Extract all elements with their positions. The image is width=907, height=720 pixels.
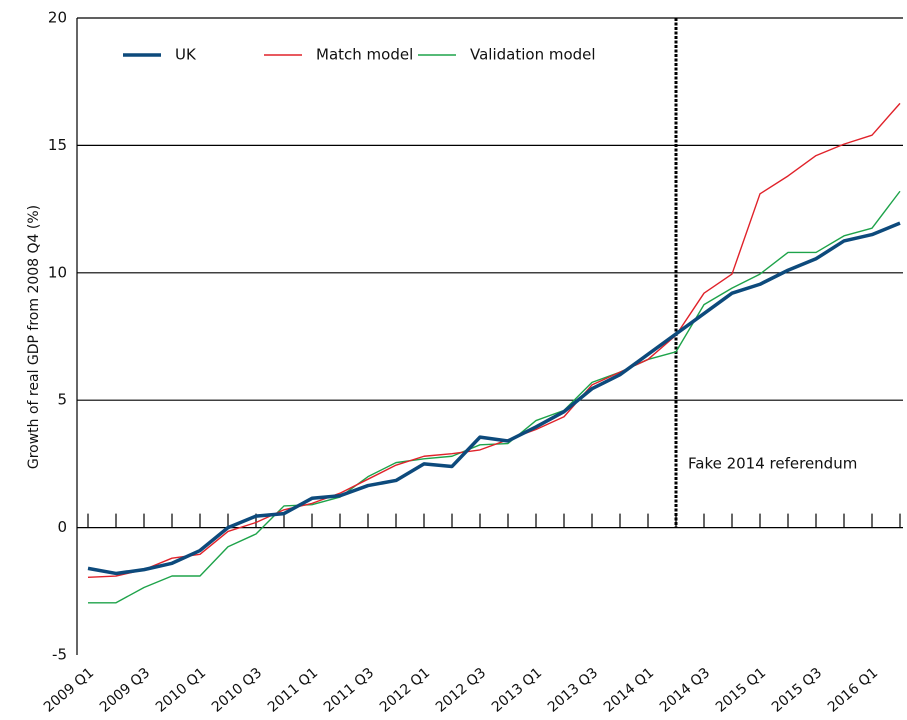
x-tick-label: 2013 Q1 — [489, 665, 545, 716]
y-tick-label: 10 — [48, 263, 67, 281]
x-tick-label: 2014 Q1 — [601, 665, 657, 716]
x-tick-label: 2011 Q3 — [321, 665, 377, 716]
x-tick-label: 2010 Q3 — [209, 665, 265, 716]
x-tick-label: 2009 Q3 — [97, 665, 153, 716]
y-tick-label: 5 — [57, 391, 67, 409]
x-tick-label: 2014 Q3 — [657, 665, 713, 716]
legend-label: Match model — [316, 46, 413, 64]
annotation: Fake 2014 referendum — [688, 454, 857, 472]
y-axis-label: Growth of real GDP from 2008 Q4 (%) — [26, 205, 42, 469]
series-line — [87, 221, 901, 576]
x-tick-label: 2009 Q1 — [41, 665, 97, 716]
y-tick-label: 15 — [48, 136, 67, 154]
x-tick-label: 2015 Q3 — [769, 665, 825, 716]
legend-label: UK — [175, 46, 197, 64]
y-tick-label: -5 — [52, 646, 67, 664]
y-tick-label: 0 — [57, 518, 67, 536]
y-tick-label: 20 — [48, 9, 67, 27]
x-tick-label: 2012 Q3 — [433, 665, 489, 716]
x-tick-label: 2013 Q3 — [545, 665, 601, 716]
legend-label: Validation model — [470, 46, 596, 64]
series-line — [87, 102, 901, 578]
x-tick-label: 2015 Q1 — [713, 665, 769, 716]
x-tick-label: 2011 Q1 — [265, 665, 321, 716]
x-tick-label: 2012 Q1 — [377, 665, 433, 716]
x-tick-label: 2010 Q1 — [153, 665, 209, 716]
x-tick-label: 2016 Q1 — [825, 665, 881, 716]
